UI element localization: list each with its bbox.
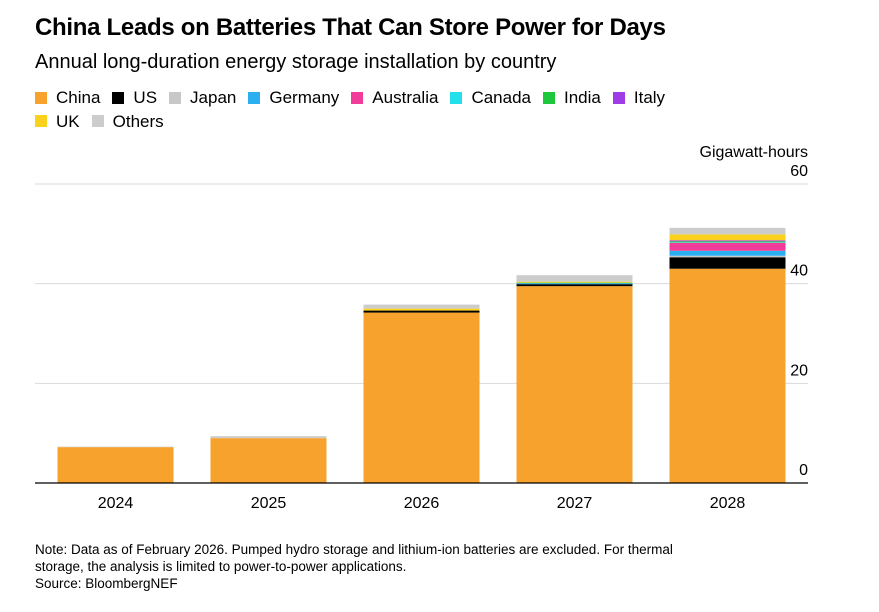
legend-label: India [564, 88, 601, 107]
bar-2027-uk [516, 281, 633, 283]
bar-2028-japan [669, 255, 786, 258]
bar-2028-canada [669, 242, 786, 243]
chart-canvas: Gigawatt-hours 0 20 40 60 2024 2025 2026 2027 202… [35, 144, 809, 512]
legend-swatch [543, 91, 555, 104]
legend-item-italy: Italy [612, 86, 666, 109]
legend-swatch [35, 91, 47, 104]
bar-2028-australia [669, 242, 786, 251]
chart-title: China Leads on Batteries That Can Store … [35, 14, 666, 41]
bar-2026-uk [363, 308, 480, 311]
legend-item-china: China [35, 86, 100, 109]
legend-label: Australia [372, 88, 439, 107]
bar-2028-germany [669, 250, 786, 256]
legend-item-uk: UK [35, 110, 80, 133]
legend-item-others: Others [91, 110, 164, 133]
bar-2027-germany [516, 283, 633, 285]
y-tick-label: 40 [790, 263, 808, 280]
footnote: Note: Data as of February 2026. Pumped h… [35, 541, 835, 592]
legend-label: Japan [190, 88, 237, 107]
y-tick-label: 0 [799, 462, 808, 479]
x-tick-label: 2027 [557, 495, 593, 512]
note-line-2: storage, the analysis is limited to powe… [35, 559, 407, 574]
bar-2024-others [57, 446, 174, 448]
y-axis-label: Gigawatt-hours [700, 144, 809, 161]
legend-label: Others [112, 111, 164, 131]
bar-2028-china [669, 268, 786, 483]
legend-label: Canada [471, 88, 531, 107]
bar-2027-others [516, 275, 633, 282]
y-tick-label: 20 [790, 362, 808, 379]
legend-swatch [612, 91, 625, 104]
bar-2026-us [363, 310, 480, 313]
x-tick-label: 2025 [251, 495, 287, 512]
legend-item-australia: Australia [351, 86, 438, 109]
bar-2028-uk [669, 234, 786, 241]
legend-item-japan: Japan [169, 86, 236, 109]
bar-2027-india [516, 282, 633, 284]
bar-2026-china [363, 312, 480, 483]
legend-label: US [133, 88, 158, 107]
legend-label: Italy [633, 88, 666, 107]
legend-label: Germany [269, 88, 340, 107]
legend-swatch [248, 91, 261, 104]
bar-2026-others [363, 304, 480, 309]
legend-item-us: US [112, 86, 157, 109]
legend-swatch [91, 115, 104, 127]
chart-subtitle: Annual long-duration energy storage inst… [35, 51, 557, 73]
bar-2025-china [210, 438, 327, 483]
legend-swatch [351, 91, 364, 104]
source-line: Source: BloombergNEF [35, 576, 178, 591]
x-tick-label: 2026 [404, 495, 440, 512]
bar-2028-us [669, 257, 786, 269]
bar-2028-india [669, 241, 786, 243]
x-tick-label: 2024 [98, 495, 134, 512]
legend-item-india: India [543, 86, 601, 109]
legend-item-germany: Germany [248, 86, 339, 109]
bar-2027-china [516, 286, 633, 483]
bar-2027-us [516, 284, 633, 287]
legend-item-canada: Canada [450, 86, 531, 109]
note-line-1: Note: Data as of February 2026. Pumped h… [35, 542, 673, 557]
y-tick-label: 60 [790, 163, 808, 180]
legend-label: UK [56, 111, 80, 131]
bar-2028-others [669, 227, 786, 235]
bar-2025-others [210, 436, 327, 439]
legend: China US Japan Germany Australia Canada India I… [35, 86, 835, 133]
bar-2028-italy [669, 240, 786, 242]
legend-swatch [35, 115, 47, 127]
x-tick-label: 2028 [710, 495, 746, 512]
legend-swatch [169, 91, 182, 104]
legend-swatch [112, 91, 125, 104]
bar-2024-china [57, 447, 174, 483]
legend-swatch [450, 91, 463, 104]
legend-label: China [56, 88, 101, 107]
